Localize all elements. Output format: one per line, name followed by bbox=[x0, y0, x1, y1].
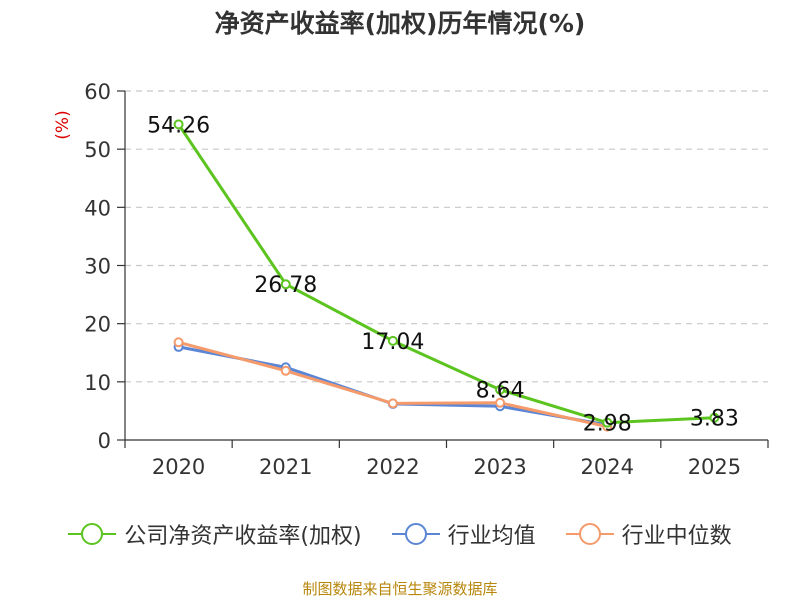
legend-swatch-marker bbox=[578, 523, 601, 545]
legend: 公司净资产收益率(加权) 行业均值 行业中位数 bbox=[0, 518, 800, 550]
data-point-0-1 bbox=[280, 279, 291, 290]
data-point-2-3 bbox=[495, 397, 506, 408]
legend-swatch-marker bbox=[404, 523, 427, 545]
y-tick-label: 40 bbox=[84, 196, 111, 220]
x-tick-label: 2024 bbox=[581, 455, 634, 479]
data-point-2-2 bbox=[387, 398, 398, 409]
legend-item: 公司净资产收益率(加权) bbox=[68, 518, 362, 550]
y-tick-label: 0 bbox=[98, 429, 111, 453]
data-label: 17.04 bbox=[361, 330, 424, 355]
data-label: 26.78 bbox=[254, 273, 317, 298]
legend-swatch bbox=[565, 523, 614, 545]
data-label: 8.64 bbox=[476, 379, 525, 404]
data-point-0-0 bbox=[173, 119, 184, 130]
legend-swatch bbox=[391, 523, 440, 545]
x-tick-label: 2022 bbox=[366, 455, 419, 479]
x-tick-label: 2025 bbox=[688, 455, 741, 479]
chart-title: 净资产收益率(加权)历年情况(%) bbox=[214, 9, 586, 38]
x-tick-label: 2023 bbox=[473, 455, 526, 479]
source-note: 制图数据来自恒生聚源数据库 bbox=[302, 580, 498, 598]
data-point-0-2 bbox=[387, 335, 398, 346]
y-tick-label: 20 bbox=[84, 313, 111, 337]
data-label: 54.26 bbox=[147, 113, 210, 138]
data-label: 2.98 bbox=[583, 412, 632, 437]
x-tick-label: 2020 bbox=[152, 455, 205, 479]
y-tick-label: 60 bbox=[84, 80, 111, 104]
legend-label: 行业中位数 bbox=[621, 524, 732, 549]
legend-item: 行业中位数 bbox=[565, 518, 732, 550]
data-point-0-3 bbox=[495, 384, 506, 395]
legend-label: 行业均值 bbox=[447, 524, 536, 549]
data-label: 3.83 bbox=[690, 407, 739, 432]
legend-label: 公司净资产收益率(加权) bbox=[124, 524, 362, 549]
y-tick-label: 10 bbox=[84, 371, 111, 395]
data-point-2-0 bbox=[173, 337, 184, 348]
y-tick-label: 50 bbox=[84, 138, 111, 162]
data-point-0-5 bbox=[709, 412, 720, 423]
y-axis-label: (%) bbox=[53, 110, 73, 139]
data-point-2-1 bbox=[280, 365, 291, 376]
x-tick-label: 2021 bbox=[259, 455, 312, 479]
legend-swatch-marker bbox=[81, 523, 104, 545]
y-tick-label: 30 bbox=[84, 255, 111, 279]
series-line-0 bbox=[177, 123, 715, 425]
legend-swatch bbox=[68, 523, 117, 545]
legend-item: 行业均值 bbox=[391, 518, 536, 550]
data-point-0-4 bbox=[602, 417, 613, 428]
